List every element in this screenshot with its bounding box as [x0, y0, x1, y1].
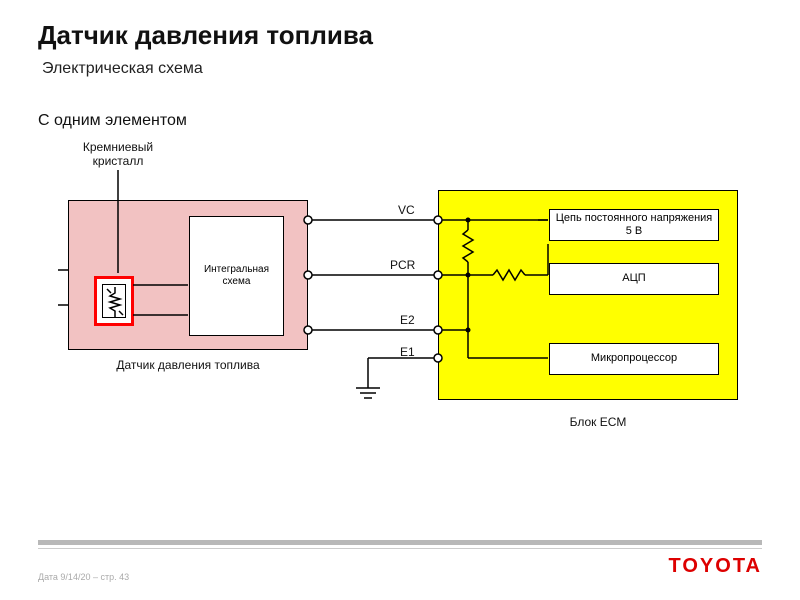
ecm-block: Цепь постоянного напряжения 5 В АЦП Микр…: [438, 190, 738, 400]
schematic-diagram: Кремниевый кристалл Интегральная схема Д…: [38, 140, 758, 480]
sensor-block: Интегральная схема: [68, 200, 308, 350]
ecm-box-adc: АЦП: [549, 263, 719, 295]
ic-box: Интегральная схема: [189, 216, 284, 336]
label-e2: E2: [400, 313, 415, 327]
crystal-inner: [102, 284, 126, 318]
sensor-caption: Датчик давления топлива: [98, 358, 278, 372]
footer-date: Дата 9/14/20 – стр. 43: [38, 572, 129, 582]
crystal-label: Кремниевый кристалл: [73, 140, 163, 168]
label-pcr: PCR: [390, 258, 415, 272]
ecm-caption: Блок ECM: [548, 415, 648, 429]
page-title: Датчик давления топлива: [38, 20, 373, 51]
footer-rule-thin: [38, 548, 762, 549]
label-vc: VC: [398, 203, 415, 217]
page-subtitle: Электрическая схема: [42, 60, 203, 78]
variant-heading: С одним элементом: [38, 112, 187, 130]
label-e1: E1: [400, 345, 415, 359]
ecm-box-mcu: Микропроцессор: [549, 343, 719, 375]
strain-gauge-icon: [103, 285, 127, 319]
toyota-logo: TOYOTA: [669, 555, 762, 578]
ecm-box-v5: Цепь постоянного напряжения 5 В: [549, 209, 719, 241]
footer-rule-thick: [38, 540, 762, 545]
